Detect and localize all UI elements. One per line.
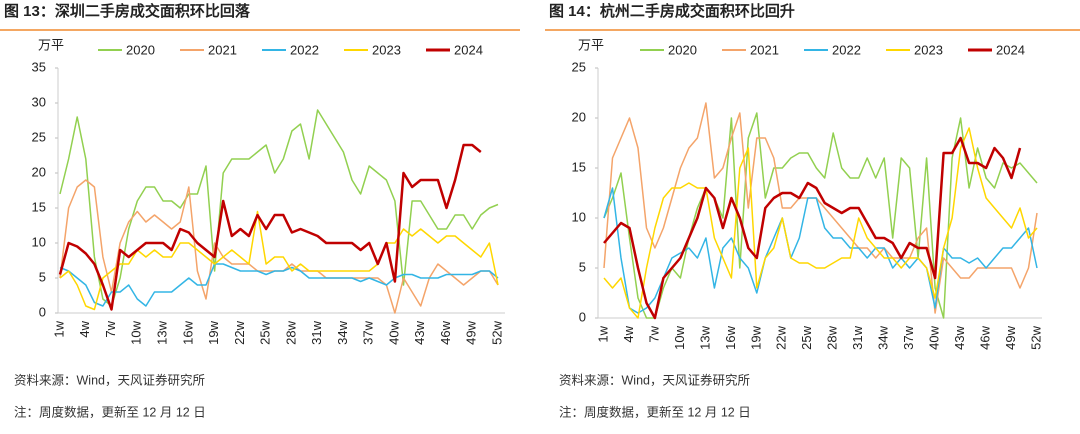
y-tick-label: 10 xyxy=(572,209,586,224)
x-tick-label: 16w xyxy=(723,325,738,349)
x-tick-label: 4w xyxy=(77,320,92,337)
x-tick-label: 16w xyxy=(180,320,195,344)
x-tick-label: 52w xyxy=(489,320,504,344)
x-tick-label: 34w xyxy=(335,320,350,344)
y-tick-label: 20 xyxy=(572,109,586,124)
y-tick-label: 25 xyxy=(32,129,46,144)
y-tick-label: 25 xyxy=(572,59,586,74)
y-tick-label: 10 xyxy=(32,234,46,249)
x-tick-label: 13w xyxy=(154,320,169,344)
y-tick-label: 20 xyxy=(32,164,46,179)
series-line xyxy=(59,109,499,307)
series-line xyxy=(603,127,1038,319)
note: 注：周度数据，更新至 12 月 12 日 xyxy=(559,404,751,419)
legend-label: 2024 xyxy=(996,42,1025,57)
x-tick-label: 28w xyxy=(283,320,298,344)
legend-label: 2022 xyxy=(290,42,319,57)
x-tick-label: 37w xyxy=(361,320,376,344)
x-tick-label: 1w xyxy=(51,320,66,337)
legend-label: 2022 xyxy=(832,42,861,57)
x-tick-label: 28w xyxy=(825,325,840,349)
x-tick-label: 10w xyxy=(129,320,144,344)
y-tick-label: 5 xyxy=(39,269,46,284)
x-tick-label: 7w xyxy=(646,325,661,342)
series-line xyxy=(59,263,499,307)
x-tick-label: 37w xyxy=(901,325,916,349)
series-line xyxy=(603,187,1038,314)
legend-label: 2020 xyxy=(668,42,697,57)
x-tick-label: 40w xyxy=(927,325,942,349)
source: 资料来源：Wind，天风证券研究所 xyxy=(14,372,205,387)
x-tick-label: 7w xyxy=(103,320,118,337)
y-tick-label: 15 xyxy=(572,159,586,174)
x-tick-label: 22w xyxy=(232,320,247,344)
legend-label: 2023 xyxy=(372,42,401,57)
y-tick-label: 15 xyxy=(32,199,46,214)
x-tick-label: 19w xyxy=(206,320,221,344)
series-line xyxy=(603,102,1038,314)
x-tick-label: 34w xyxy=(876,325,891,349)
series-line xyxy=(603,136,1022,320)
x-tick-label: 46w xyxy=(438,320,453,344)
x-tick-label: 52w xyxy=(1028,325,1043,349)
x-tick-label: 43w xyxy=(412,320,427,344)
y-axis-label: 万平 xyxy=(38,37,64,52)
source: 资料来源：Wind，天风证券研究所 xyxy=(559,372,750,387)
x-tick-label: 31w xyxy=(309,320,324,344)
x-tick-label: 25w xyxy=(799,325,814,349)
legend-label: 2020 xyxy=(126,42,155,57)
x-tick-label: 1w xyxy=(595,325,610,342)
y-tick-label: 0 xyxy=(39,304,46,319)
x-tick-label: 4w xyxy=(621,325,636,342)
series-line xyxy=(58,143,482,311)
x-tick-label: 49w xyxy=(1003,325,1018,349)
x-tick-label: 25w xyxy=(258,320,273,344)
x-tick-label: 43w xyxy=(952,325,967,349)
legend-label: 2023 xyxy=(914,42,943,57)
legend-label: 2021 xyxy=(208,42,237,57)
x-tick-label: 49w xyxy=(464,320,479,344)
x-tick-label: 13w xyxy=(697,325,712,349)
y-tick-label: 0 xyxy=(579,309,586,324)
chart-title: 图 13：深圳二手房成交面积环比回落 xyxy=(4,2,251,20)
x-tick-label: 10w xyxy=(672,325,687,349)
legend-label: 2024 xyxy=(454,42,483,57)
y-axis-label: 万平 xyxy=(578,37,604,52)
y-tick-label: 5 xyxy=(579,259,586,274)
y-tick-label: 35 xyxy=(32,59,46,74)
series-line xyxy=(59,210,499,311)
chart-title: 图 14：杭州二手房成交面积环比回升 xyxy=(549,2,795,20)
legend-label: 2021 xyxy=(750,42,779,57)
note: 注：周度数据，更新至 12 月 12 日 xyxy=(14,404,206,419)
y-tick-label: 30 xyxy=(32,94,46,109)
x-tick-label: 40w xyxy=(386,320,401,344)
x-tick-label: 19w xyxy=(748,325,763,349)
x-tick-label: 31w xyxy=(850,325,865,349)
x-tick-label: 22w xyxy=(774,325,789,349)
x-tick-label: 46w xyxy=(977,325,992,349)
